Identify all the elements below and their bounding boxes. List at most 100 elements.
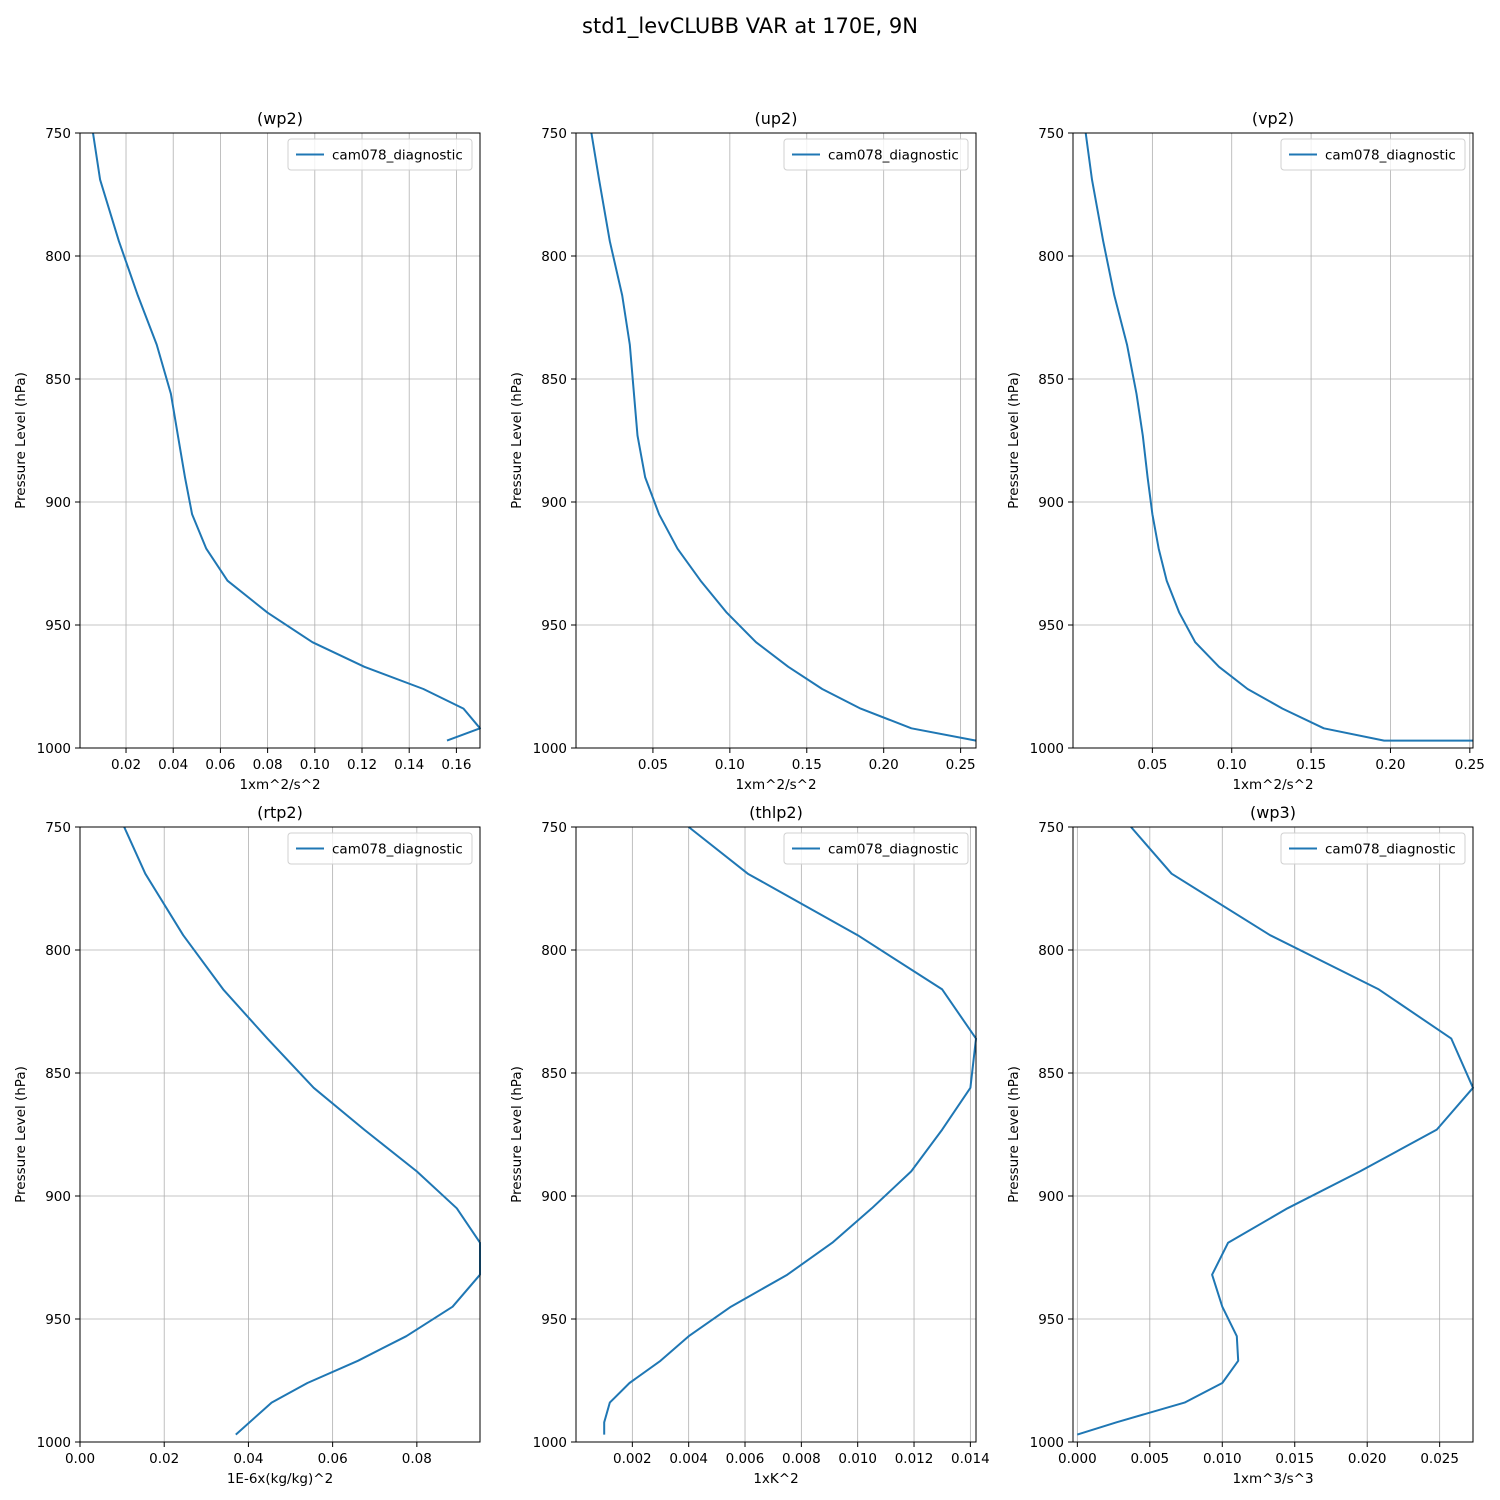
y-tick-label: 900: [541, 1189, 567, 1205]
y-tick-label: 750: [541, 126, 567, 142]
legend-box: [287, 138, 473, 171]
subplot-1: 0.02 0.04 0.06 0.08 0.10 0.12 0.14 0.16 750 800 85…: [13, 109, 481, 793]
y-tick-label: 900: [1038, 495, 1064, 511]
y-tick-label: 850: [1038, 1066, 1064, 1082]
legend-entry-label: cam078_diagnostic: [828, 842, 959, 858]
x-axis-label: 1xm^2/s^2: [239, 777, 320, 793]
axes-frame: [575, 132, 977, 749]
series-line-cam078_diagnostic: [1084, 132, 1473, 742]
subplot-title: (vp2): [1252, 109, 1294, 128]
y-tick-label: 800: [541, 249, 567, 265]
y-tick-label: 850: [541, 372, 567, 388]
figure-title: std1_levCLUBB VAR at 170E, 9N: [582, 14, 918, 38]
series-line-cam078_diagnostic: [1077, 826, 1474, 1436]
x-axis-label: 1xm^3/s^3: [1232, 1471, 1313, 1487]
subplot-title: (wp3): [1250, 803, 1296, 822]
y-tick-label: 1000: [37, 741, 71, 757]
x-tick-label: 0.06: [318, 1451, 348, 1467]
x-tick-label: 0.10: [300, 757, 330, 773]
y-tick-label: 800: [1038, 249, 1064, 265]
x-tick-label: 0.004: [669, 1451, 708, 1467]
axes-frame: [79, 132, 481, 749]
y-tick-label: 800: [541, 943, 567, 959]
y-tick-label: 950: [45, 618, 71, 634]
axes-frame: [79, 826, 481, 1443]
legend-entry-label: cam078_diagnostic: [1325, 842, 1456, 858]
x-tick-label: 0.15: [1296, 757, 1326, 773]
x-tick-label: 0.15: [792, 757, 822, 773]
legend-box: [1280, 138, 1466, 171]
y-tick-label: 750: [1038, 126, 1064, 142]
axes-frame: [575, 826, 977, 1443]
x-tick-label: 0.10: [715, 757, 745, 773]
subplot-2: 0.05 0.10 0.15 0.20 0.25 750 800 850 900 950 1000 (…: [509, 109, 977, 793]
x-tick-label: 0.02: [111, 757, 141, 773]
x-tick-label: 0.25: [946, 757, 976, 773]
y-tick-label: 950: [45, 1312, 71, 1328]
x-tick-label: 0.10: [1217, 757, 1247, 773]
legend-box: [1280, 832, 1466, 865]
x-tick-label: 0.014: [951, 1451, 990, 1467]
series-line-cam078_diagnostic: [603, 826, 977, 1435]
x-tick-label: 0.005: [1130, 1451, 1169, 1467]
y-tick-label: 900: [45, 1189, 71, 1205]
x-tick-label: 0.000: [1058, 1451, 1097, 1467]
x-tick-label: 0.04: [158, 757, 188, 773]
x-tick-label: 0.006: [726, 1451, 765, 1467]
y-tick-label: 1000: [533, 1435, 567, 1451]
x-axis-label: 1E-6x(kg/kg)^2: [227, 1471, 333, 1487]
x-axis-label: 1xm^2/s^2: [1232, 777, 1313, 793]
y-tick-label: 1000: [533, 741, 567, 757]
x-tick-label: 0.008: [782, 1451, 821, 1467]
y-axis-label: Pressure Level (hPa): [509, 1066, 525, 1203]
y-tick-label: 850: [45, 372, 71, 388]
x-tick-label: 0.06: [205, 757, 235, 773]
series-line-cam078_diagnostic: [92, 132, 481, 742]
legend-box: [783, 832, 969, 865]
x-tick-label: 0.02: [149, 1451, 179, 1467]
subplot-3: 0.05 0.10 0.15 0.20 0.25 750 800 850 900 950 1000 (…: [1006, 109, 1485, 793]
x-tick-label: 0.05: [638, 757, 668, 773]
y-axis-label: Pressure Level (hPa): [13, 372, 29, 509]
y-tick-label: 800: [45, 943, 71, 959]
subplot-title: (rtp2): [257, 803, 303, 822]
y-tick-label: 900: [1038, 1189, 1064, 1205]
x-tick-label: 0.14: [394, 757, 424, 773]
y-tick-label: 750: [541, 820, 567, 836]
y-axis-label: Pressure Level (hPa): [1006, 372, 1022, 509]
x-tick-label: 0.012: [895, 1451, 934, 1467]
y-tick-label: 950: [541, 1312, 567, 1328]
x-tick-label: 0.12: [347, 757, 377, 773]
y-tick-label: 1000: [37, 1435, 71, 1451]
y-axis-label: Pressure Level (hPa): [13, 1066, 29, 1203]
x-tick-label: 0.025: [1420, 1451, 1459, 1467]
axes-frame: [1072, 132, 1474, 749]
y-tick-label: 850: [45, 1066, 71, 1082]
series-line-cam078_diagnostic: [590, 132, 977, 742]
legend-box: [783, 138, 969, 171]
x-tick-label: 0.020: [1348, 1451, 1387, 1467]
y-tick-label: 750: [45, 126, 71, 142]
y-axis-label: Pressure Level (hPa): [509, 372, 525, 509]
y-tick-label: 850: [541, 1066, 567, 1082]
x-tick-label: 0.20: [869, 757, 899, 773]
y-tick-label: 900: [45, 495, 71, 511]
x-tick-label: 0.16: [441, 757, 471, 773]
subplot-title: (wp2): [257, 109, 303, 128]
y-tick-label: 950: [1038, 618, 1064, 634]
y-tick-label: 900: [541, 495, 567, 511]
x-tick-label: 0.010: [1203, 1451, 1242, 1467]
y-tick-label: 800: [1038, 943, 1064, 959]
y-tick-label: 950: [1038, 1312, 1064, 1328]
x-axis-label: 1xK^2: [753, 1471, 798, 1487]
x-tick-label: 0.015: [1275, 1451, 1314, 1467]
legend-entry-label: cam078_diagnostic: [1325, 148, 1456, 164]
series-line-cam078_diagnostic: [123, 826, 481, 1436]
legend-entry-label: cam078_diagnostic: [332, 148, 463, 164]
y-tick-label: 1000: [1030, 1435, 1064, 1451]
y-tick-label: 750: [1038, 820, 1064, 836]
x-tick-label: 0.20: [1375, 757, 1405, 773]
y-tick-label: 750: [45, 820, 71, 836]
x-axis-label: 1xm^2/s^2: [735, 777, 816, 793]
